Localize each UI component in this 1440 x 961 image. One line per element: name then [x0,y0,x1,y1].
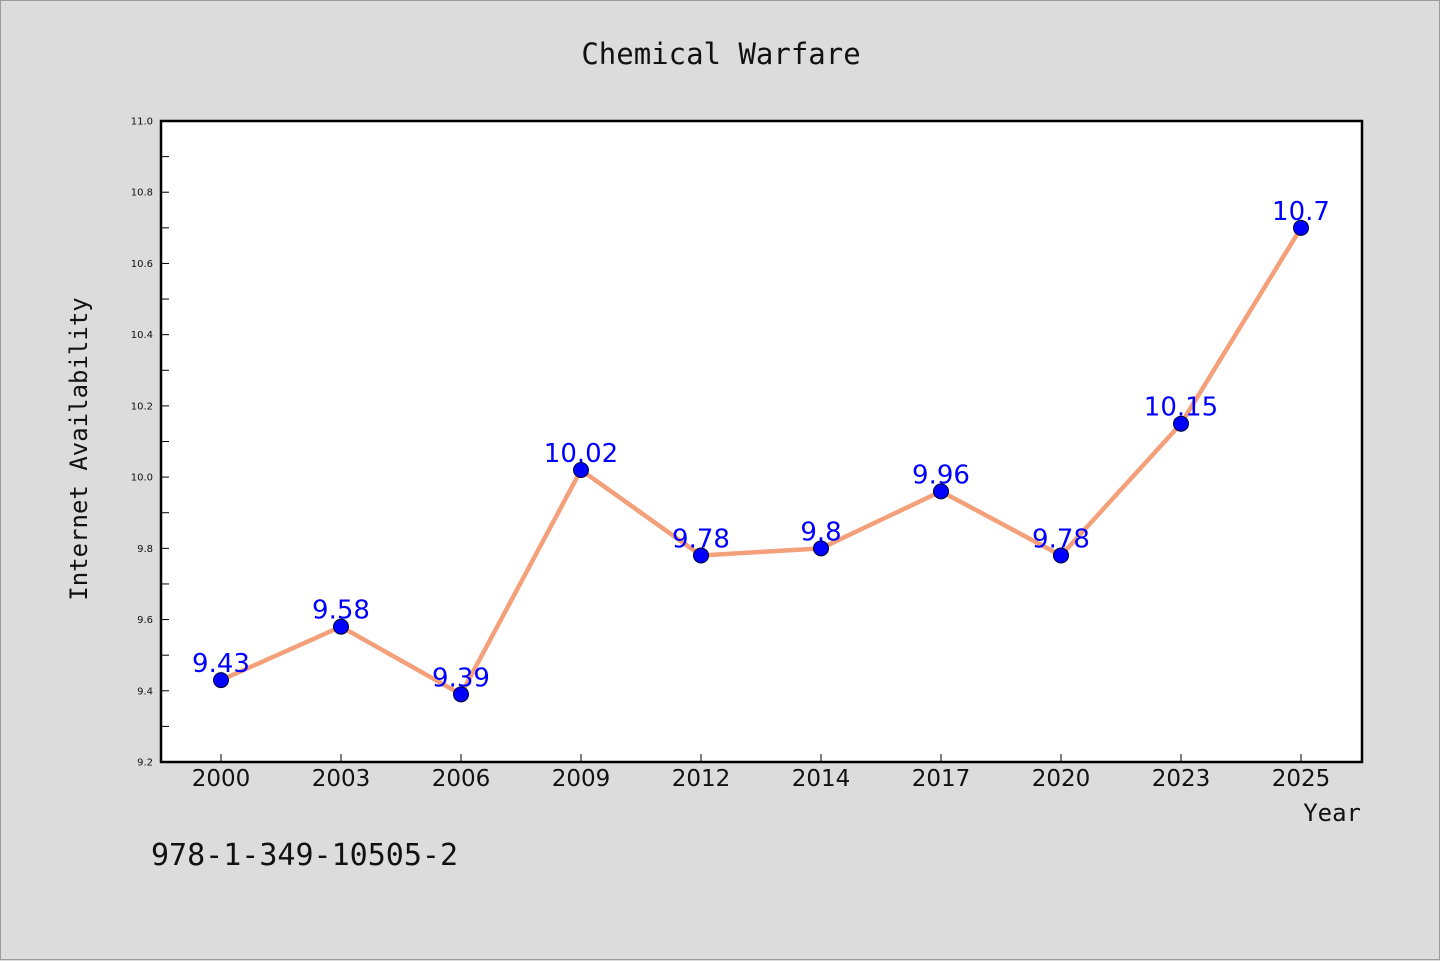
y-tick-label: 10.2 [131,401,153,412]
y-axis-label: Internet Availability [65,297,93,600]
data-label: 10.02 [544,439,618,469]
data-point [333,618,349,635]
data-label: 9.78 [672,524,730,554]
y-tick-label: 10.8 [131,188,153,199]
y-tick-label: 10.4 [131,330,153,341]
data-label: 10.15 [1144,393,1218,423]
data-point [933,483,949,500]
data-point [813,540,829,557]
x-axis-label: Year [1303,799,1361,827]
data-labels: 9.43 9.58 9.39 10.02 9.78 9.8 9.96 9.78 10.15 10.… [192,197,1330,694]
data-point [693,547,709,564]
y-axis-ticks: 9.2 9.4 9.6 9.8 10.0 10.2 10.4 10.6 10.8 11.0 [131,117,169,769]
data-point [573,461,589,478]
data-label: 9.39 [432,663,490,693]
x-tick-label: 2012 [672,766,731,792]
x-tick-label: 2009 [552,766,611,792]
y-tick-label: 9.4 [137,686,153,697]
series-line-group [213,219,1309,703]
data-label: 9.8 [800,517,841,547]
data-label: 9.58 [312,596,370,626]
y-tick-label: 9.6 [137,615,153,626]
y-tick-label: 10.6 [131,259,153,270]
data-label: 9.78 [1032,524,1090,554]
x-tick-label: 2020 [1032,766,1091,792]
x-tick-label: 2006 [432,766,491,792]
data-label: 10.7 [1272,197,1330,227]
data-point [453,686,469,703]
y-tick-label: 9.8 [137,544,153,555]
data-point [1053,547,1069,564]
chart-title: Chemical Warfare [581,37,860,71]
x-tick-label: 2025 [1272,766,1331,792]
x-tick-label: 2017 [912,766,971,792]
isbn-text: 978-1-349-10505-2 [151,838,458,873]
x-tick-label: 2023 [1152,766,1211,792]
data-label: 9.43 [192,649,250,679]
plot-area [159,119,1364,764]
y-tick-label: 10.0 [131,473,153,484]
series-line [218,225,1304,697]
data-point [1173,415,1189,432]
x-tick-label: 2014 [792,766,851,792]
data-label: 9.96 [912,460,970,490]
data-point [1293,219,1309,236]
data-point [213,672,229,689]
y-tick-label: 9.2 [137,758,153,769]
y-tick-label: 11.0 [131,117,153,128]
x-tick-label: 2000 [192,766,251,792]
x-tick-label: 2003 [312,766,371,792]
x-axis-ticks: 2000 2003 2006 2009 2012 2014 2017 2020 2023 2025 [192,754,1331,792]
